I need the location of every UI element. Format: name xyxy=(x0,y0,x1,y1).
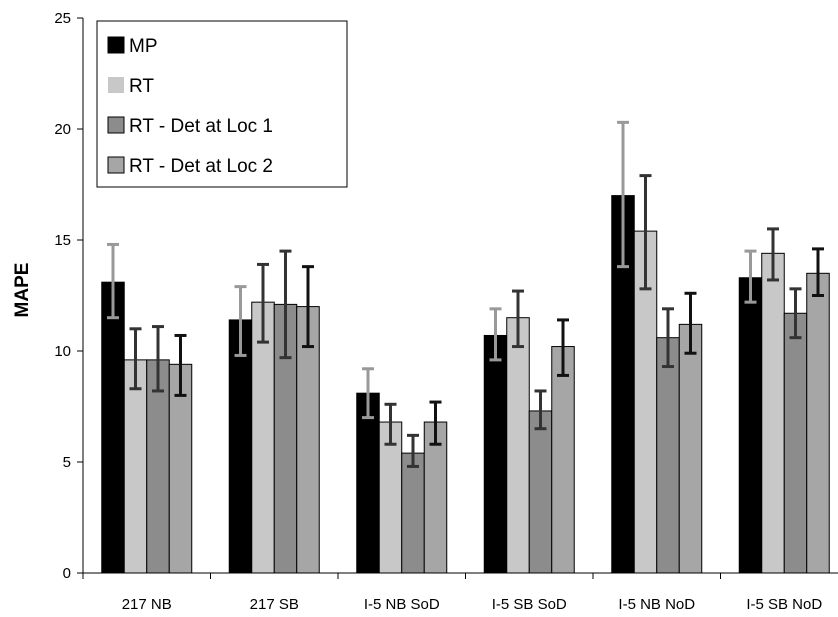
legend-swatch xyxy=(107,36,125,54)
category-label: I-5 SB SoD xyxy=(492,596,567,613)
category-label: 217 SB xyxy=(250,596,299,613)
bar xyxy=(528,410,553,574)
y-tick-label: 5 xyxy=(63,454,71,471)
bar xyxy=(101,281,125,574)
legend-swatch xyxy=(107,116,125,134)
bar xyxy=(678,323,703,574)
category-label: I-5 NB SoD xyxy=(364,596,440,613)
y-tick-label: 20 xyxy=(54,121,71,138)
category-label: I-5 SB NoD xyxy=(746,596,822,613)
y-axis-ticks: 0 5 10 15 20 25 xyxy=(54,10,83,582)
legend-box xyxy=(96,20,348,188)
legend-label: RT xyxy=(129,76,154,97)
axes xyxy=(82,18,838,574)
bar xyxy=(738,277,763,574)
y-tick-label: 15 xyxy=(54,232,71,249)
y-axis-title: MAPE xyxy=(12,263,33,318)
bar xyxy=(806,272,830,574)
bar xyxy=(401,452,425,574)
legend-swatch xyxy=(107,156,125,174)
legend-label: RT - Det at Loc 1 xyxy=(129,116,273,137)
category-label: I-5 NB NoD xyxy=(618,596,695,613)
bar xyxy=(506,317,530,574)
category-labels: 217 NB 217 SB I-5 NB SoD I-5 SB SoD I-5 NB N… xyxy=(82,573,822,613)
y-tick-label: 10 xyxy=(54,343,71,360)
legend-swatch xyxy=(108,77,124,93)
bar xyxy=(656,337,680,574)
bar xyxy=(123,359,148,574)
bar xyxy=(356,392,380,574)
y-tick-label: 0 xyxy=(63,565,71,582)
bars-layer xyxy=(101,195,830,574)
legend: MP RT RT - Det at Loc 1 RT - Det at Loc 2 xyxy=(96,20,348,188)
y-tick-label: 25 xyxy=(54,10,71,27)
bar xyxy=(483,334,508,574)
legend-label: MP xyxy=(129,36,158,57)
bar xyxy=(761,252,785,574)
error-bars-layer xyxy=(107,120,824,468)
legend-label: RT - Det at Loc 2 xyxy=(129,156,273,177)
bar xyxy=(783,312,808,574)
bar xyxy=(551,346,575,574)
category-label: 217 NB xyxy=(122,596,172,613)
bar xyxy=(228,319,253,574)
